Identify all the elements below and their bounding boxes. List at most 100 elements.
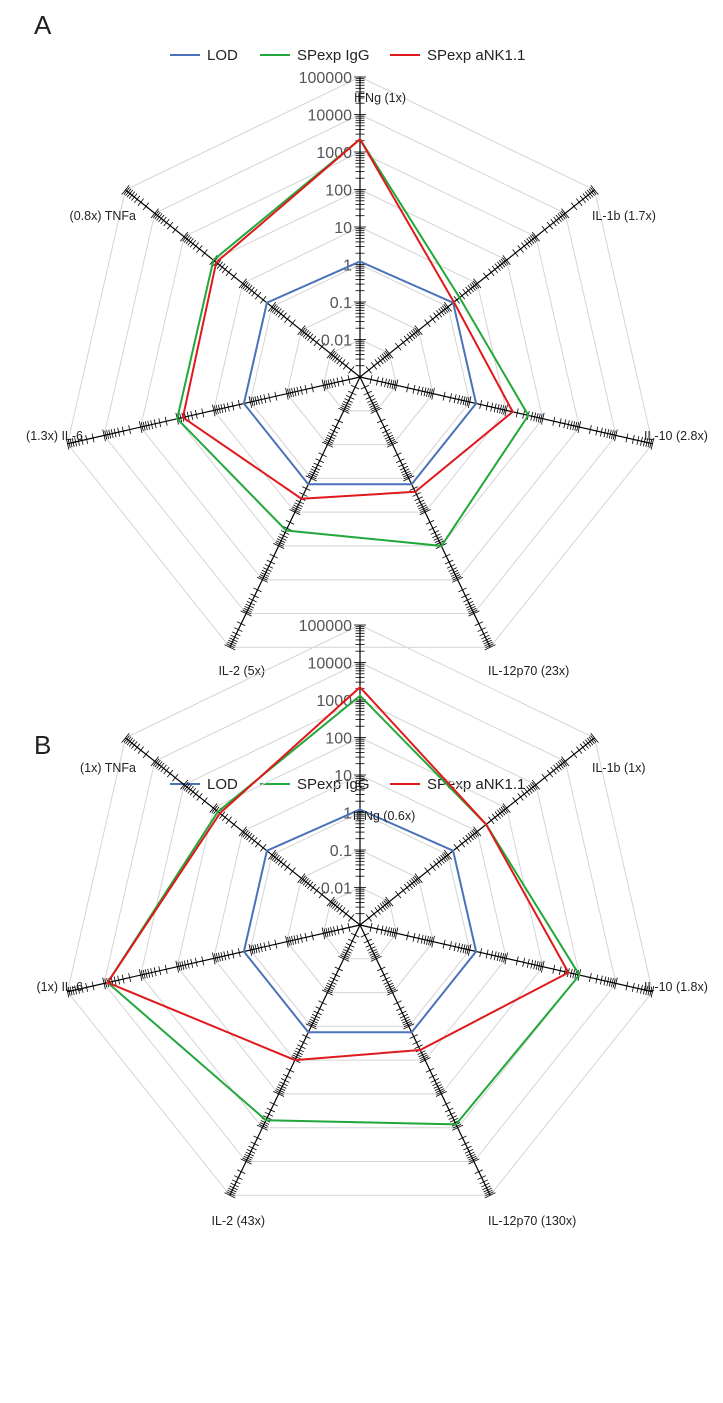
axis-tick <box>533 960 537 970</box>
axis-tick <box>399 465 409 471</box>
axis-tick <box>342 910 350 918</box>
axis-tick <box>264 563 274 569</box>
axis-tick <box>260 572 270 577</box>
axis-tick <box>300 385 303 395</box>
axis-tick <box>468 609 478 615</box>
axis-tick <box>226 1191 235 1197</box>
axis-tick <box>153 967 157 977</box>
axis-label: IL-10 (2.8x) <box>644 429 708 443</box>
axis-tick <box>232 1179 241 1185</box>
axis-tick <box>307 333 314 342</box>
axis-tick <box>649 438 653 448</box>
axis-tick <box>196 793 203 801</box>
axis-tick <box>433 860 440 868</box>
axis-label: IL-10 (1.8x) <box>644 980 708 994</box>
axis-tick <box>474 1169 484 1174</box>
axis-tick <box>327 379 331 389</box>
axis-tick <box>253 587 262 593</box>
axis-tick <box>252 944 256 954</box>
axis-tick <box>410 330 418 338</box>
axis-tick <box>541 773 548 782</box>
axis-tick <box>464 396 468 406</box>
axis-tick <box>385 437 395 442</box>
axis-tick <box>264 1111 274 1117</box>
axis-tick <box>500 806 507 815</box>
axis-tick <box>584 191 592 199</box>
axis-tick <box>216 261 224 270</box>
axis-tick <box>528 236 535 245</box>
axis-tick <box>158 214 165 223</box>
axis-tick <box>194 957 198 967</box>
axis-tick <box>279 533 288 539</box>
axis-tick <box>631 982 635 992</box>
axis-tick <box>559 759 566 768</box>
axis-label: (1x) IL-6 <box>36 980 83 994</box>
axis-tick <box>381 976 391 982</box>
axis-tick <box>381 901 388 910</box>
axis-tick <box>557 761 564 769</box>
axis-tick <box>254 839 262 848</box>
axis-tick <box>430 530 440 535</box>
grid-ring <box>140 151 580 581</box>
axis-tick <box>465 834 472 843</box>
axis-tick <box>561 208 570 219</box>
axis-tick <box>147 968 151 978</box>
grid-ring <box>213 226 507 513</box>
axis-tick <box>412 876 419 885</box>
axis-tick <box>256 1124 268 1131</box>
axis-tick <box>295 1047 305 1053</box>
axis-tick <box>417 502 426 507</box>
axis-tick <box>498 807 506 816</box>
axis-tick <box>307 1022 317 1028</box>
axis-tick <box>464 944 468 954</box>
axis-tick <box>441 305 449 313</box>
axis-tick <box>219 263 226 271</box>
axis-tick <box>325 437 335 442</box>
axis-tick <box>531 779 540 790</box>
axis-tick <box>365 914 372 922</box>
axis-tick <box>323 988 333 994</box>
axis-tick <box>402 1018 411 1024</box>
axis-tick <box>386 989 399 996</box>
axis-tick <box>537 961 541 971</box>
axis-tick <box>260 296 267 304</box>
axis-tick <box>369 403 378 408</box>
axis-tick <box>80 983 84 993</box>
axis-tick <box>453 296 460 304</box>
axis-tick <box>403 472 412 478</box>
axis-tick <box>557 213 564 221</box>
axis-tick <box>80 435 84 445</box>
axis-tick <box>338 955 350 962</box>
axis-tick <box>631 434 635 444</box>
axis-tick <box>485 643 494 649</box>
axis-tick <box>128 739 136 747</box>
axis-tick <box>409 1034 418 1039</box>
axis-tick <box>440 306 447 315</box>
grid-ring <box>176 736 544 1095</box>
axis-tick <box>526 238 533 246</box>
axis-tick <box>612 430 616 440</box>
axis-tick <box>309 883 317 892</box>
axis-label: (0.8x) TNFa <box>70 209 136 223</box>
axis-tick <box>479 948 483 958</box>
axis-tick <box>144 969 148 979</box>
axis-tick <box>482 1185 491 1191</box>
axis-tick <box>531 234 538 242</box>
axis-tick <box>299 492 308 497</box>
axis-tick <box>275 1088 285 1093</box>
axis-tick <box>419 506 428 512</box>
axis-tick <box>296 386 300 396</box>
axis-tick <box>499 952 502 962</box>
axis-tick <box>137 198 144 206</box>
axis-tick <box>650 985 655 998</box>
axis-tick <box>396 1006 405 1012</box>
axis-tick <box>251 289 258 297</box>
axis-tick <box>128 973 132 983</box>
grid-ring <box>213 774 507 1061</box>
axis-tick <box>263 567 272 572</box>
axis-tick <box>260 844 267 852</box>
axis-tick <box>387 379 390 388</box>
axis-tick <box>468 1157 478 1163</box>
